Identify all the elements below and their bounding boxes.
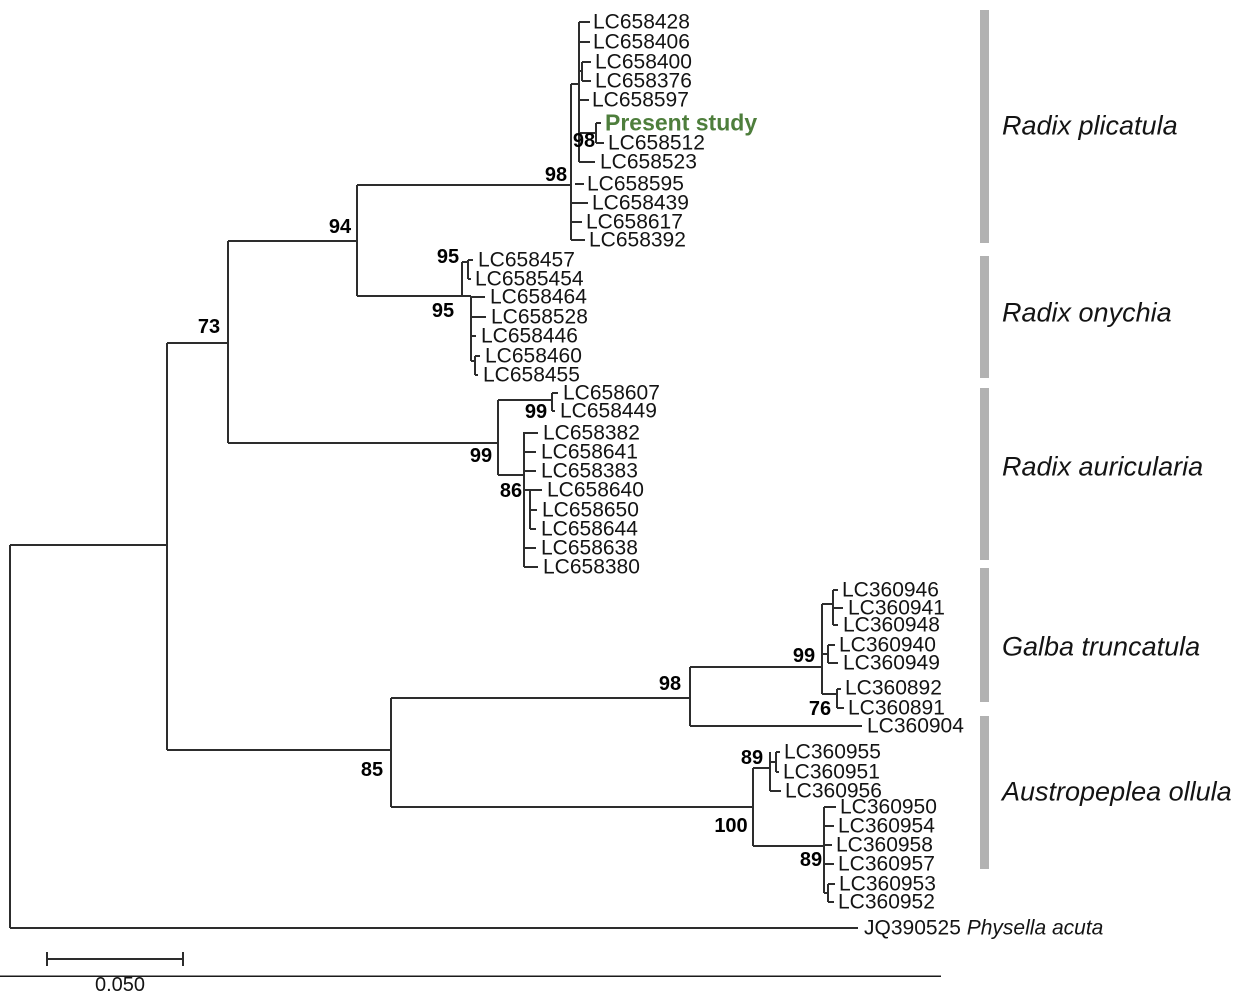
taxon-label: LC658641 — [541, 440, 638, 464]
bootstrap-value: 94 — [328, 216, 352, 238]
taxon-label: LC360956 — [785, 779, 882, 803]
clade-bar — [980, 388, 989, 560]
clade-species-label: Austropeplea ollula — [1002, 776, 1232, 807]
species-name-text: Physella acuta — [966, 916, 1104, 940]
taxon-label: LC658383 — [541, 459, 638, 483]
taxon-label: LC658464 — [490, 285, 587, 309]
clade-species-label: Radix auricularia — [1002, 451, 1204, 482]
taxon-label: LC658380 — [543, 555, 640, 579]
bootstrap-value: 73 — [197, 316, 221, 338]
bootstrap-value: 99 — [524, 401, 548, 423]
clade-bar — [980, 716, 989, 869]
taxon-label: LC658457 — [478, 248, 575, 272]
clade-species-label: Galba truncatula — [1002, 631, 1201, 662]
taxon-label: LC658376 — [595, 69, 692, 93]
taxon-label: LC360940 — [839, 633, 936, 657]
taxon-label: LC658523 — [600, 150, 697, 174]
clade-bar — [980, 10, 989, 243]
taxon-label: LC658640 — [547, 478, 644, 502]
taxon-label: LC658400 — [595, 50, 692, 74]
clade-bar — [980, 256, 989, 378]
bootstrap-value: 85 — [360, 759, 384, 781]
taxon-label: LC360949 — [843, 651, 940, 675]
taxon-label: LC360946 — [842, 578, 939, 602]
taxon-label: LC658617 — [586, 210, 683, 234]
bootstrap-value: 86 — [499, 480, 523, 502]
bootstrap-value: 76 — [808, 698, 832, 720]
clade-bar — [980, 568, 989, 702]
clade-species-label: Radix onychia — [1002, 297, 1172, 328]
taxon-label: LC658446 — [481, 324, 578, 348]
taxon-label: LC658449 — [560, 399, 657, 423]
taxon-label: LC360950 — [840, 795, 937, 819]
taxon-label: LC658644 — [541, 517, 638, 541]
bootstrap-value: 98 — [572, 130, 596, 152]
bootstrap-value: 98 — [658, 673, 682, 695]
taxon-label: LC658597 — [592, 88, 689, 112]
bootstrap-value: 89 — [799, 849, 823, 871]
taxon-label: LC360904 — [867, 714, 964, 738]
bootstrap-value: 98 — [544, 164, 568, 186]
taxon-label: LC658392 — [589, 228, 686, 252]
taxon-label: LC658528 — [491, 305, 588, 329]
taxon-label: LC658460 — [485, 344, 582, 368]
taxon-label: LC658512 — [608, 131, 705, 155]
taxon-label: LC360941 — [848, 596, 945, 620]
taxon-label: LC360951 — [783, 760, 880, 784]
taxon-label: LC658455 — [483, 363, 580, 387]
taxon-label: LC658406 — [593, 30, 690, 54]
taxon-label: LC658428 — [593, 10, 690, 34]
bootstrap-value: 89 — [740, 747, 764, 769]
bootstrap-value: 99 — [469, 445, 493, 467]
taxon-label: LC658595 — [587, 172, 684, 196]
taxon-label: LC360891 — [848, 696, 945, 720]
taxon-label: LC360955 — [784, 740, 881, 764]
taxon-label: LC360948 — [843, 613, 940, 637]
taxon-label: LC360892 — [845, 676, 942, 700]
accession-text: JQ390525 — [864, 916, 967, 940]
taxon-label: LC360954 — [838, 814, 935, 838]
bootstrap-value: 100 — [714, 815, 748, 837]
taxon-label: LC658607 — [563, 381, 660, 405]
taxon-label: LC360957 — [838, 852, 935, 876]
taxon-label: LC658638 — [541, 536, 638, 560]
taxon-label: LC6585454 — [475, 267, 584, 291]
present-study-label: Present study — [605, 109, 758, 136]
clade-species-label: Radix plicatula — [1002, 110, 1178, 141]
taxon-label: LC658382 — [543, 421, 640, 445]
taxon-label: LC360958 — [836, 833, 933, 857]
taxon-label: LC658439 — [592, 191, 689, 215]
bootstrap-value: 95 — [436, 246, 460, 268]
taxon-label: LC360952 — [838, 890, 935, 914]
bootstrap-value: 99 — [792, 645, 816, 667]
bootstrap-value: 95 — [431, 300, 455, 322]
taxon-label: LC658650 — [542, 498, 639, 522]
scale-bar-label: 0.050 — [94, 974, 146, 996]
taxon-label: LC360953 — [839, 872, 936, 896]
taxon-label: JQ390525 Physella acuta — [864, 918, 1103, 939]
